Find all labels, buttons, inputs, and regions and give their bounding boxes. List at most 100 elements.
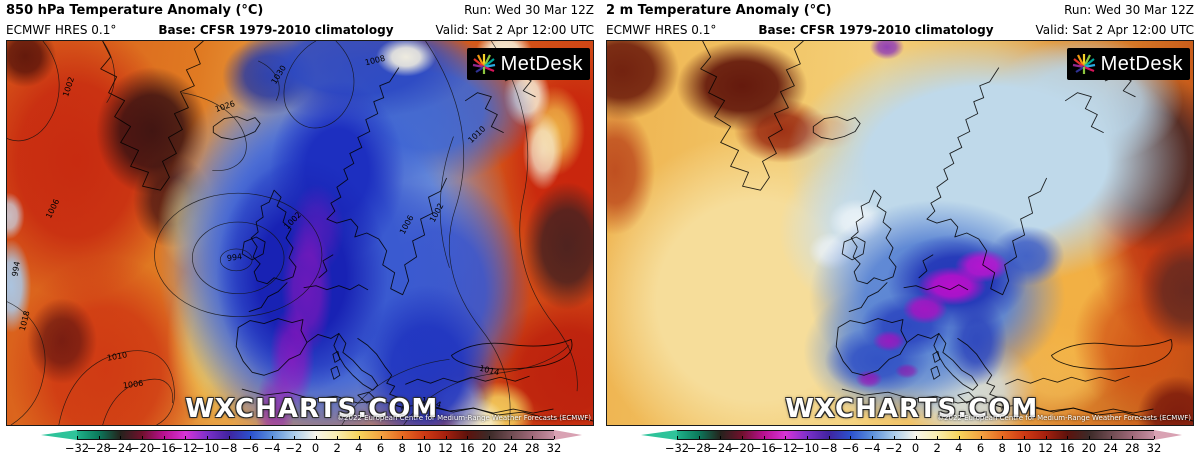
colorbar-tick-label: 10 xyxy=(416,441,432,455)
colorbar-tick-label: −12 xyxy=(773,441,798,455)
colorbar-tick-mark xyxy=(423,435,425,439)
colorbar-tick-label: −10 xyxy=(794,441,820,455)
colorbar-tick-label: 0 xyxy=(911,441,920,455)
colorbar-tick-mark xyxy=(228,435,230,439)
colorbar-tick-mark xyxy=(207,435,209,439)
colorbar-tick-mark xyxy=(1132,435,1134,439)
colorbar-tick-label: −12 xyxy=(173,441,198,455)
colorbar-tick-mark xyxy=(554,435,555,439)
colorbar-2m: −32 −28 −24 −20 −16 −12 −10 −8 −6 −4 −2 0 2 4 6 8 10 12 16… xyxy=(606,429,1194,458)
colorbar-arrow-left xyxy=(41,429,77,440)
colorbar-tick-mark xyxy=(293,435,295,439)
valid-label: Valid: Sat 2 Apr 12:00 UTC xyxy=(435,23,594,37)
colorbar-tick-label: −6 xyxy=(241,441,259,455)
colorbar-tick-label: −8 xyxy=(820,441,838,455)
colorbar-tick-mark xyxy=(937,435,939,439)
colorbar-tick-mark xyxy=(828,435,830,439)
panel-850hpa: 850 hPa Temperature Anomaly (°C) Run: We… xyxy=(0,0,600,462)
colorbar-gradient xyxy=(77,429,555,440)
copyright-text: ©2022 European Centre for Medium-Range W… xyxy=(337,414,591,422)
colorbar-tick-label: 20 xyxy=(481,441,497,455)
colorbar-850hpa: −32 −28 −24 −20 −16 −12 −10 −8 −6 −4 −2 0 2 4 6 8 10 12 16… xyxy=(6,429,594,458)
coastline-overlay xyxy=(700,41,1193,422)
colorbar-tick-label: 6 xyxy=(976,441,985,455)
colorbar-tick-mark xyxy=(315,435,317,439)
colorbar-tick-label: 32 xyxy=(546,441,562,455)
colorbar-tick-label: 12 xyxy=(438,441,453,455)
colorbar-ticks: −32 −28 −24 −20 −16 −12 −10 −8 −6 −4 −2 0 2 4 6 8 10 12 16… xyxy=(65,441,561,458)
colorbar-tick-label: −24 xyxy=(108,441,133,455)
metdesk-starburst-icon xyxy=(471,52,496,76)
colorbar-tick-label: −10 xyxy=(194,441,220,455)
metdesk-logo-text: MetDesk xyxy=(1100,52,1183,75)
colorbar-tick-mark xyxy=(1023,435,1025,439)
colorbar-arrow-left xyxy=(641,429,677,440)
colorbar-tick-label: 28 xyxy=(1124,441,1140,455)
colorbar-tick-label: −2 xyxy=(885,441,903,455)
model-label: ECMWF HRES 0.1° xyxy=(6,23,117,37)
run-label: Run: Wed 30 Mar 12Z xyxy=(1064,3,1194,17)
colorbar-tick-mark xyxy=(698,435,700,439)
colorbar-tick-label: 4 xyxy=(355,441,363,455)
colorbar-tick-label: −6 xyxy=(841,441,859,455)
colorbar-tick-mark xyxy=(742,435,744,439)
colorbar-tick-mark xyxy=(185,435,187,439)
colorbar-tick-mark xyxy=(488,435,490,439)
valid-label: Valid: Sat 2 Apr 12:00 UTC xyxy=(1035,23,1194,37)
colorbar-tick-mark xyxy=(1110,435,1112,439)
colorbar-tick-label: −4 xyxy=(863,441,881,455)
wxcharts-watermark: WXCHARTS.COM xyxy=(785,394,1039,424)
colorbar-tick-label: −28 xyxy=(86,441,111,455)
colorbar-tick-mark xyxy=(532,435,534,439)
map-2m-temperature-anomaly: MetDesk WXCHARTS.COM ©2022 European Cent… xyxy=(606,40,1194,426)
colorbar-tick-label: 2 xyxy=(333,441,341,455)
colorbar-tick-mark xyxy=(850,435,852,439)
colorbar-tick-mark xyxy=(380,435,382,439)
colorbar-tick-label: 4 xyxy=(955,441,963,455)
colorbar-gradient xyxy=(677,429,1155,440)
base-climatology-label: Base: CFSR 1979-2010 climatology xyxy=(758,23,994,37)
colorbar-tick-mark xyxy=(337,435,339,439)
colorbar-tick-mark xyxy=(402,435,404,439)
colorbar-tick-label: −16 xyxy=(751,441,776,455)
colorbar-tick-label: 8 xyxy=(398,441,406,455)
colorbar-arrow-right xyxy=(1154,429,1182,440)
colorbar-tick-mark xyxy=(872,435,874,439)
colorbar-tick-mark xyxy=(1045,435,1047,439)
colorbar-tick-label: −8 xyxy=(220,441,238,455)
colorbar-tick-mark xyxy=(785,435,787,439)
colorbar-tick-mark xyxy=(915,435,917,439)
panel-header: 2 m Temperature Anomaly (°C) Run: Wed 30… xyxy=(606,0,1194,40)
colorbar-tick-label: 20 xyxy=(1081,441,1097,455)
run-label: Run: Wed 30 Mar 12Z xyxy=(464,3,594,17)
colorbar-tick-label: 12 xyxy=(1038,441,1053,455)
colorbar-tick-mark xyxy=(358,435,360,439)
colorbar-tick-label: 28 xyxy=(524,441,540,455)
colorbar-tick-label: −4 xyxy=(263,441,281,455)
panel-title: 2 m Temperature Anomaly (°C) xyxy=(606,3,832,18)
colorbar-tick-mark xyxy=(1002,435,1004,439)
colorbar-tick-mark xyxy=(163,435,165,439)
model-label: ECMWF HRES 0.1° xyxy=(606,23,717,37)
colorbar-tick-mark xyxy=(467,435,469,439)
colorbar-tick-label: 32 xyxy=(1146,441,1162,455)
colorbar-tick-label: −28 xyxy=(686,441,711,455)
colorbar-tick-mark xyxy=(1154,435,1155,439)
colorbar-tick-label: 24 xyxy=(1103,441,1118,455)
metdesk-logo: MetDesk xyxy=(466,48,590,80)
colorbar-tick-label: −20 xyxy=(129,441,155,455)
colorbar-tick-label: 16 xyxy=(1059,441,1075,455)
colorbar-tick-mark xyxy=(1067,435,1069,439)
colorbar-tick-mark xyxy=(763,435,765,439)
colorbar-tick-label: 2 xyxy=(933,441,941,455)
colorbar-tick-label: 6 xyxy=(376,441,385,455)
colorbar-tick-mark xyxy=(1088,435,1090,439)
colorbar-tick-label: −32 xyxy=(664,441,690,455)
colorbar-tick-mark xyxy=(807,435,809,439)
panel-title: 850 hPa Temperature Anomaly (°C) xyxy=(6,3,264,18)
colorbar-tick-label: 0 xyxy=(311,441,320,455)
colorbar-ticks: −32 −28 −24 −20 −16 −12 −10 −8 −6 −4 −2 0 2 4 6 8 10 12 16… xyxy=(665,441,1161,458)
wxcharts-watermark: WXCHARTS.COM xyxy=(185,394,439,424)
panel-2m: 2 m Temperature Anomaly (°C) Run: Wed 30… xyxy=(600,0,1200,462)
